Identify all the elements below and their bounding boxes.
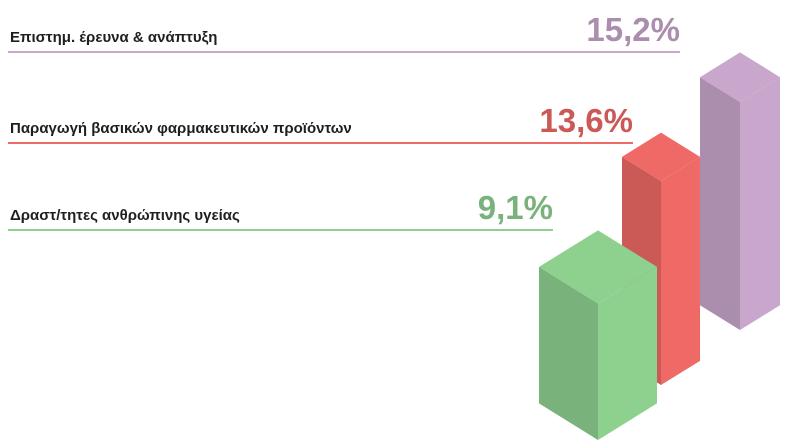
bar-right-face	[740, 77, 780, 330]
bar-right-face	[661, 157, 700, 385]
bar	[700, 52, 780, 330]
value-label: 15,2%	[586, 11, 680, 48]
value-label: 13,6%	[539, 102, 633, 139]
bar	[539, 230, 657, 440]
category-label: Παραγωγή βασικών φαρμακευτικών προϊόντων	[10, 120, 352, 137]
category-label: Δραστ/τητες ανθρώπινης υγείας	[10, 207, 240, 224]
bar-left-face	[700, 77, 740, 330]
value-label: 9,1%	[478, 189, 553, 226]
infographic: Επιστημ. έρευνα & ανάπτυξη 15,2% Παραγωγή …	[0, 0, 809, 440]
category-label: Επιστημ. έρευνα & ανάπτυξη	[10, 29, 217, 46]
